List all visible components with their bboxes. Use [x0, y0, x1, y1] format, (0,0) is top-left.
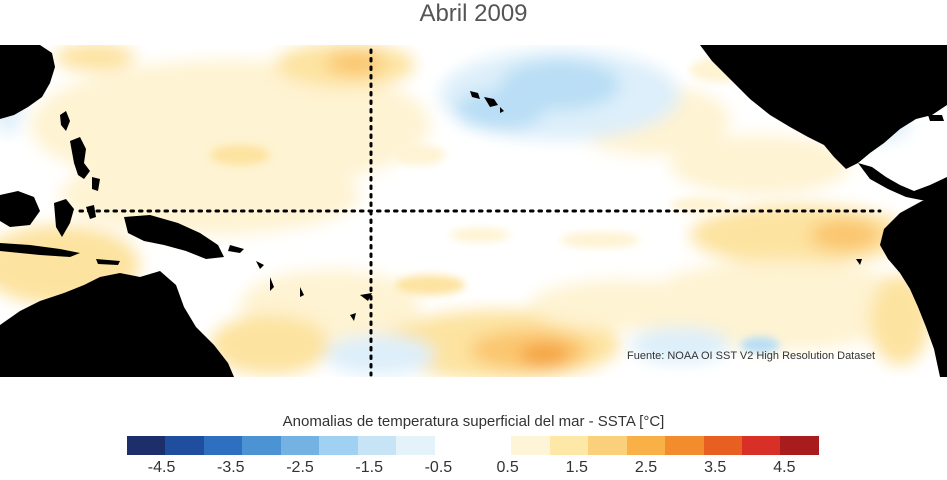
colorbar-swatch — [434, 436, 473, 455]
warm-patch-east-south — [640, 260, 920, 350]
colorbar-swatch — [165, 436, 204, 455]
colorbar-tick-label: -3.5 — [217, 459, 245, 476]
land-hawaii — [470, 91, 480, 99]
chart-title: Abril 2009 — [419, 0, 528, 27]
colorbar-tick-label: 1.5 — [565, 459, 588, 476]
warm-patch-s-mid — [530, 280, 710, 330]
warm-patch-ne2 — [670, 135, 850, 195]
ssta-map — [0, 45, 947, 377]
land-asia — [0, 45, 55, 119]
colorbar-swatch — [242, 436, 281, 455]
colorbar-tick-label: 3.5 — [704, 459, 727, 476]
cool-patch-sw — [325, 335, 435, 375]
warm-patch-n-center-core — [327, 51, 383, 75]
colorbar — [127, 436, 819, 455]
colorbar-tick-label: -0.5 — [424, 459, 453, 476]
colorbar-swatch — [319, 436, 358, 455]
warm-patch-east-eq-core — [810, 219, 880, 251]
cool-patch-s — [630, 327, 730, 363]
warm-patch-nw — [30, 60, 430, 190]
colorbar-swatch — [127, 436, 166, 455]
colorbar-swatch — [472, 436, 512, 455]
colorbar-swatch — [703, 436, 742, 455]
colorbar-tick-label: -1.5 — [355, 459, 383, 476]
source-note: Fuente: NOAA OI SST V2 High Resolution D… — [627, 350, 876, 362]
warm-patch-w — [60, 155, 360, 235]
colorbar-tick-label: 4.5 — [773, 459, 796, 476]
land-borneo — [0, 191, 40, 227]
colorbar-swatch — [665, 436, 704, 455]
colorbar-tick-label: 0.5 — [496, 459, 519, 476]
land-north-america — [700, 45, 947, 169]
colorbar-swatch — [588, 436, 627, 455]
warm-patch-s-center-core — [520, 343, 570, 367]
land-south-america — [880, 195, 947, 377]
colorbar-swatch — [511, 436, 550, 455]
colorbar-swatch — [780, 436, 819, 455]
colorbar-swatch — [357, 436, 397, 455]
colorbar-tick-label: -4.5 — [147, 459, 176, 476]
colorbar-swatch — [742, 436, 781, 455]
colorbar-swatch — [396, 436, 435, 455]
land-new-guinea — [124, 215, 224, 259]
colorbar-swatch — [549, 436, 589, 455]
colorbar-swatch — [626, 436, 666, 455]
warm-patch-se-australia — [210, 315, 330, 375]
land-australia — [0, 271, 234, 377]
colorbar-tick-label: 2.5 — [634, 459, 658, 476]
land — [0, 45, 947, 377]
colorbar-swatch — [203, 436, 243, 455]
colorbar-title: Anomalias de temperatura superficial del… — [282, 413, 665, 430]
colorbar-tick-label: -2.5 — [286, 459, 314, 476]
warm-patch-top-left — [55, 45, 135, 71]
colorbar-swatch — [280, 436, 320, 455]
